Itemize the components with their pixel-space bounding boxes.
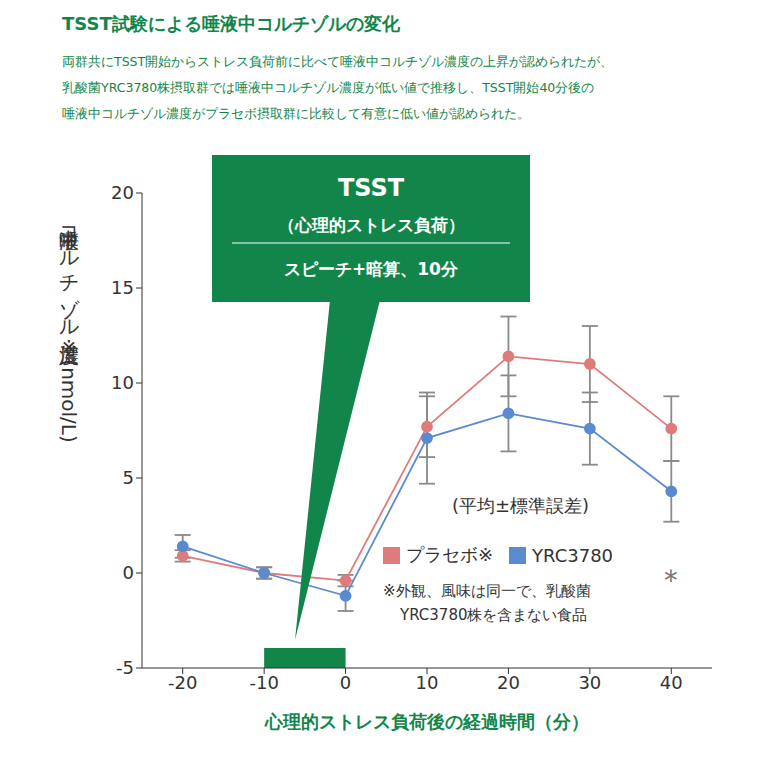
svg-text:0: 0 (340, 672, 351, 693)
svg-text:40: 40 (660, 672, 683, 693)
svg-text:15: 15 (111, 277, 134, 298)
html-text:両群共にTSST開始からストレス負荷前に比べて唾液中コルチゾ: 両群共にTSST開始からストレス負荷前に比べて唾液中コルチゾル濃度の上昇が認めら… (62, 54, 614, 69)
svg-text:0: 0 (123, 562, 134, 583)
html-text:唾液中コルチゾル濃度 ※(nmol/L): 唾液中コルチゾル濃度 ※(nmol/L) (57, 214, 81, 443)
svg-text:5: 5 (123, 467, 134, 488)
html-text:(平均±標準誤差): (平均±標準誤差) (452, 495, 590, 516)
html-text:唾液中コルチゾル濃度がプラセボ摂取群に比較して有意に低い値が: 唾液中コルチゾル濃度がプラセボ摂取群に比較して有意に低い値が認められた。 (62, 106, 530, 121)
svg-text:20: 20 (497, 672, 520, 693)
svg-text:30: 30 (578, 672, 601, 693)
html-text:※外観、風味は同一で、乳酸菌: ※外観、風味は同一で、乳酸菌 (383, 582, 591, 600)
svg-text:-5: -5 (116, 657, 134, 678)
svg-text:-20: -20 (168, 672, 197, 693)
svg-text:（心理的ストレス負荷）: （心理的ストレス負荷） (278, 215, 465, 235)
svg-text:TSST: TSST (338, 174, 405, 202)
html-text:プラセボ※: プラセボ※ (406, 544, 494, 565)
svg-text:20: 20 (111, 182, 134, 203)
html-text:心理的ストレス負荷後の経過時間（分）: 心理的ストレス負荷後の経過時間（分） (265, 711, 589, 732)
html-text:YRC3780株を含まない食品: YRC3780株を含まない食品 (400, 606, 588, 624)
svg-text:-10: -10 (249, 672, 278, 693)
html-text:YRC3780: YRC3780 (532, 544, 614, 566)
svg-text:スピーチ+暗算、10分: スピーチ+暗算、10分 (284, 259, 459, 279)
svg-text:10: 10 (111, 372, 134, 393)
html-text:TSST試験による唾液中コルチゾルの変化: TSST試験による唾液中コルチゾルの変化 (62, 13, 400, 34)
html-text:乳酸菌YRC3780株摂取群では唾液中コルチゾル濃度が低い値: 乳酸菌YRC3780株摂取群では唾液中コルチゾル濃度が低い値で推移し、TSST開… (62, 80, 595, 95)
svg-text:10: 10 (416, 672, 439, 693)
